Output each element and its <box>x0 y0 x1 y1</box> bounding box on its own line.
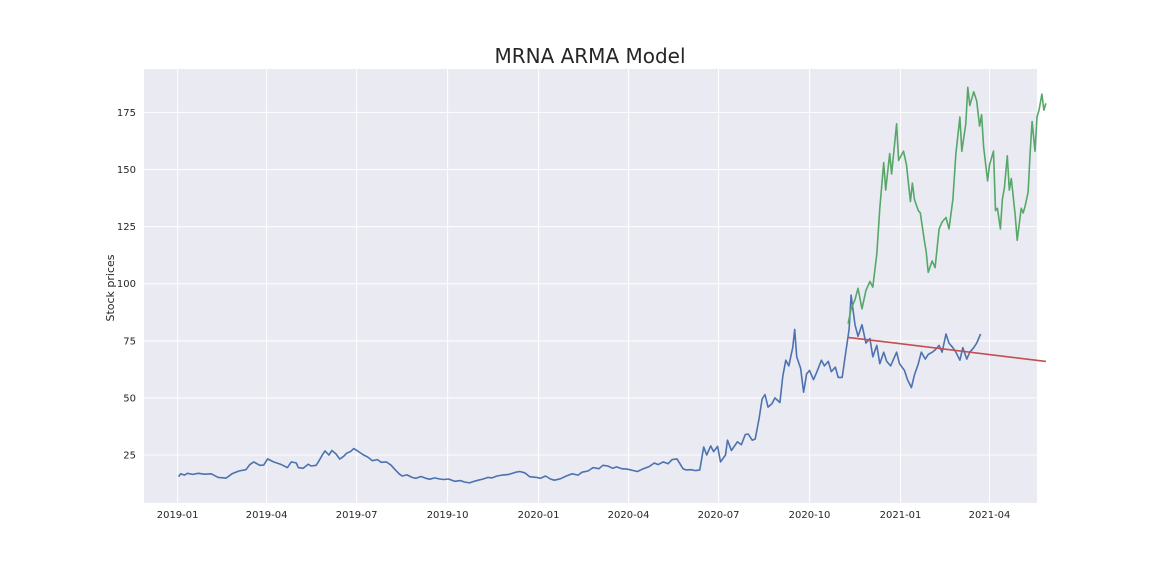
y-tick-label: 125 <box>117 222 136 233</box>
y-tick-label: 175 <box>117 108 136 119</box>
chart-title: MRNA ARMA Model <box>494 44 685 68</box>
x-tick-label: 2019-07 <box>336 510 378 521</box>
y-tick-labels: 25 50 75 100 125 150 175 <box>117 108 136 462</box>
y-tick-label: 75 <box>123 336 136 347</box>
x-tick-label: 2019-04 <box>246 510 288 521</box>
series-line-forecast <box>848 336 1046 363</box>
grid-layer <box>144 69 1037 503</box>
y-tick-label: 100 <box>117 279 136 290</box>
x-tick-label: 2020-10 <box>789 510 831 521</box>
x-tick-label: 2019-01 <box>157 510 199 521</box>
x-tick-label: 2020-07 <box>698 510 740 521</box>
y-tick-label: 25 <box>123 451 136 462</box>
plot-background <box>144 69 1037 503</box>
series-layer <box>177 86 1047 484</box>
series-line-actual <box>847 86 1047 324</box>
series-line-history <box>177 294 982 484</box>
y-tick-label: 50 <box>123 393 136 404</box>
x-tick-label: 2020-04 <box>608 510 650 521</box>
y-tick-label: 150 <box>117 165 136 176</box>
y-axis-label: Stock prices <box>104 254 117 321</box>
x-tick-label: 2021-04 <box>969 510 1011 521</box>
x-tick-label: 2021-01 <box>880 510 922 521</box>
x-tick-labels: 2019-01 2019-04 2019-07 2019-10 2020-01 2020-… <box>157 510 1011 521</box>
x-tick-label: 2020-01 <box>518 510 560 521</box>
x-tick-label: 2019-10 <box>427 510 469 521</box>
